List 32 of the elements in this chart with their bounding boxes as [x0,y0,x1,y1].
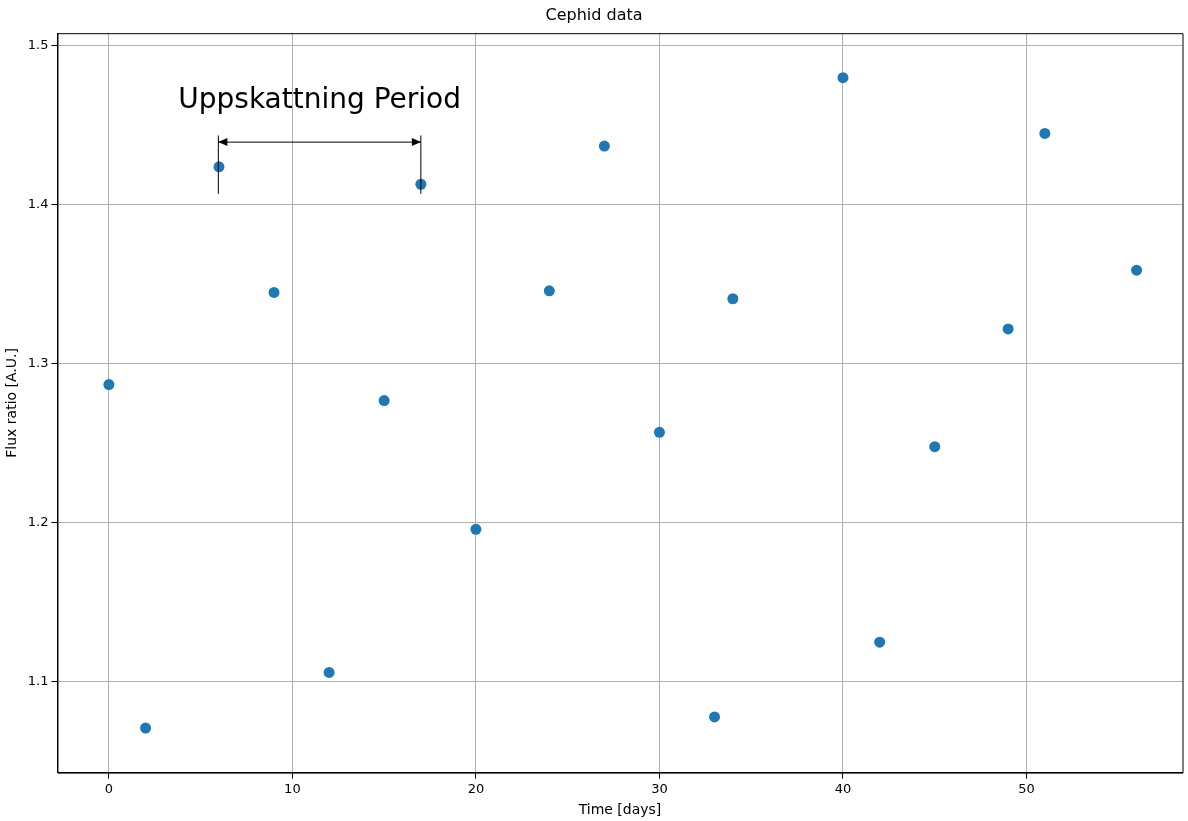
point [653,426,665,438]
x-tick-label: 10 [284,780,301,796]
annotation: Uppskattning Period [178,81,461,115]
point [709,711,720,723]
point [929,441,941,453]
y-tick-label: 1.5 [27,37,49,53]
x-tick-label: 40 [834,780,852,796]
point [470,523,482,535]
point [323,666,335,678]
x-tick-label: 50 [1018,780,1035,796]
y-tick-label: 1.2 [27,514,49,530]
point [1039,127,1051,139]
y-axis-title: Flux ratio [A.U.] [3,348,20,458]
point [874,636,886,648]
point [543,285,555,297]
point [598,140,610,152]
y-tick-label: 1.4 [27,196,49,212]
point [1002,323,1014,335]
point [103,379,115,391]
x-tick-label: 30 [651,780,668,796]
chart-title: Cephid data [545,4,643,24]
point [727,293,739,305]
y-tick-label: 1.1 [27,673,49,689]
y-tick-label: 1.3 [27,355,49,371]
x-tick-label: 20 [467,780,485,796]
point [378,395,390,407]
x-axis-title: Time [days] [577,801,662,818]
point [268,286,280,298]
point [140,722,152,734]
x-tick-label: 0 [104,780,113,796]
point [837,72,849,84]
point [1131,264,1143,276]
